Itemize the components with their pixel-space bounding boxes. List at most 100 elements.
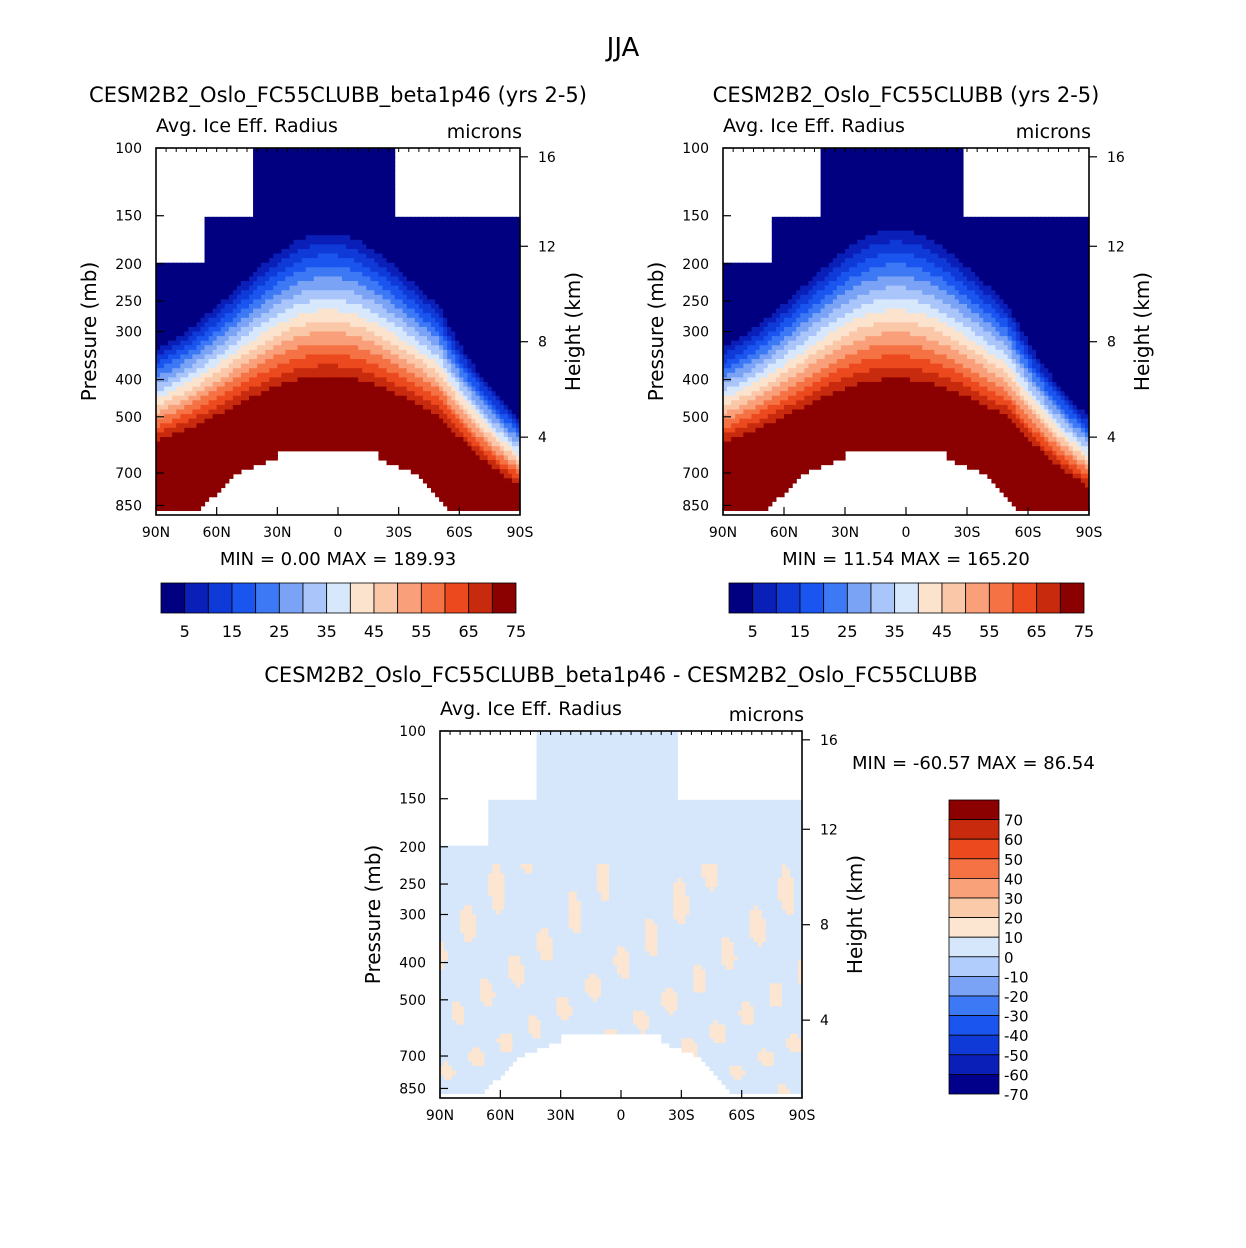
- field-cell: [463, 317, 469, 323]
- field-cell: [269, 294, 274, 300]
- field-cell: [455, 381, 460, 388]
- field-cell: [297, 235, 303, 241]
- field-cell: [443, 225, 448, 232]
- field-cell: [459, 271, 464, 278]
- field-cell: [184, 450, 189, 456]
- field-cell: [192, 363, 198, 369]
- field-cell: [422, 230, 428, 236]
- field-cell: [325, 225, 331, 232]
- field-cell: [370, 262, 375, 268]
- field-cell: [342, 230, 347, 236]
- field-cell: [281, 414, 287, 420]
- field-cell: [240, 239, 246, 245]
- field-cell: [431, 368, 436, 374]
- field-cell: [289, 340, 295, 346]
- field-cell: [273, 189, 278, 195]
- field-cell: [236, 239, 242, 245]
- field-cell: [196, 427, 202, 434]
- field-cell: [467, 386, 473, 392]
- field-cell: [285, 427, 291, 434]
- field-cell: [192, 326, 198, 333]
- field-cell: [463, 404, 469, 411]
- field-cell: [386, 377, 392, 383]
- field-cell: [249, 345, 254, 351]
- field-cell: [443, 492, 448, 498]
- field-cell: [253, 148, 258, 154]
- field-cell: [414, 432, 420, 438]
- field-cell: [156, 404, 161, 411]
- field-cell: [232, 299, 238, 305]
- field-cell: [479, 294, 485, 300]
- field-cell: [309, 294, 315, 300]
- field-cell: [285, 326, 291, 333]
- field-cell: [346, 437, 351, 443]
- field-cell: [443, 349, 448, 356]
- field-cell: [370, 349, 375, 356]
- field-cell: [398, 359, 404, 365]
- field-cell: [289, 381, 295, 388]
- field-cell: [431, 381, 436, 388]
- field-cell: [410, 459, 416, 466]
- field-cell: [208, 225, 214, 232]
- field-cell: [212, 239, 218, 245]
- field-cell: [208, 317, 214, 323]
- field-cell: [426, 276, 432, 282]
- field-cell: [463, 359, 469, 365]
- field-cell: [431, 469, 436, 475]
- field-cell: [236, 446, 242, 452]
- field-cell: [455, 427, 460, 434]
- field-cell: [257, 290, 262, 296]
- field-cell: [269, 423, 274, 429]
- field-cell: [386, 326, 392, 333]
- field-cell: [313, 313, 319, 319]
- field-cell: [406, 423, 412, 429]
- field-cell: [354, 386, 359, 392]
- field-cell: [358, 427, 363, 434]
- field-cell: [156, 478, 161, 484]
- field-cell: [350, 294, 355, 300]
- field-cell: [277, 230, 282, 236]
- field-cell: [208, 290, 214, 296]
- field-cell: [269, 248, 274, 255]
- field-cell: [196, 501, 202, 507]
- field-cell: [305, 221, 311, 227]
- field-cell: [200, 441, 206, 447]
- field-cell: [317, 340, 323, 346]
- field-cell: [156, 446, 161, 452]
- field-cell: [418, 303, 424, 310]
- field-cell: [350, 258, 355, 264]
- field-cell: [204, 414, 210, 420]
- field-cell: [439, 285, 444, 291]
- field-cell: [180, 331, 185, 337]
- field-cell: [398, 450, 404, 456]
- field-cell: [188, 400, 193, 406]
- field-cell: [410, 317, 416, 323]
- field-cell: [249, 464, 254, 470]
- field-cell: [418, 414, 424, 420]
- field-cell: [176, 262, 181, 268]
- field-cell: [342, 180, 347, 186]
- field-cell: [366, 161, 371, 167]
- field-cell: [358, 175, 363, 181]
- field-cell: [204, 400, 210, 406]
- field-cell: [321, 290, 327, 296]
- field-cell: [184, 354, 189, 360]
- field-cell: [269, 414, 274, 420]
- field-cell: [285, 216, 291, 222]
- field-cell: [176, 423, 181, 429]
- field-cell: [176, 446, 181, 452]
- field-cell: [354, 372, 359, 378]
- field-cell: [451, 469, 456, 475]
- field-cell: [317, 212, 323, 218]
- field-cell: [333, 207, 339, 213]
- field-cell: [273, 313, 278, 319]
- field-cell: [463, 482, 469, 489]
- field-cell: [212, 478, 218, 484]
- field-cell: [414, 230, 420, 236]
- field-cell: [220, 372, 226, 378]
- field-cell: [325, 235, 331, 241]
- field-cell: [374, 386, 380, 392]
- field-cell: [410, 414, 416, 420]
- field-cell: [354, 418, 359, 424]
- field-cell: [208, 446, 214, 452]
